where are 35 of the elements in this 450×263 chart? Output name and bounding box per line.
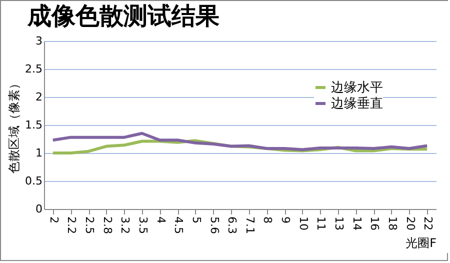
x-tick-label: 20 (404, 216, 417, 230)
x-tick-label: 4 (154, 216, 168, 224)
x-tick-label: 2 (47, 216, 60, 224)
x-tick-label: 5.6 (208, 216, 221, 234)
x-tick-label: 9 (279, 216, 292, 224)
y-tick-label: 2 (36, 90, 42, 104)
x-tick-label: 14 (350, 216, 364, 230)
line-series (51, 132, 429, 152)
x-tick-label: 11 (314, 216, 328, 230)
y-tick-label: 0.5 (25, 174, 42, 188)
x-tick-label: 5 (190, 216, 203, 224)
x-tick-label: 18 (386, 216, 399, 230)
x-tick-label: 8 (261, 216, 274, 224)
y-tick-label: 1 (36, 146, 42, 160)
x-tick-label: 7.1 (243, 216, 256, 234)
y-tick-label: 2.5 (25, 62, 42, 76)
x-tick-label: 13 (332, 216, 346, 230)
x-tick-label: 16 (368, 216, 382, 230)
x-tick-label: 4.5 (172, 216, 186, 234)
y-tick-label: 0 (36, 202, 42, 216)
y-tick-label: 1.5 (25, 118, 42, 132)
legend-label: 边缘垂直 (331, 96, 383, 112)
chart-title: 成像色散测试结果 (26, 2, 220, 30)
y-tick-label: 3 (36, 34, 42, 48)
x-tick-label: 2.5 (83, 216, 96, 234)
x-tick-label: 2.2 (65, 216, 78, 234)
x-tick-label: 3.5 (136, 216, 150, 234)
x-tick-label: 3.2 (118, 216, 132, 234)
y-axis-title: 色散区域（像素） (7, 78, 22, 174)
x-tick-label: 6.3 (226, 216, 239, 234)
x-axis-title: 光圈F (406, 236, 437, 250)
x-tick-label: 2.8 (100, 216, 114, 234)
x-tick-label: 10 (296, 216, 310, 230)
x-tick-label: 22 (422, 216, 435, 230)
legend-label: 边缘水平 (331, 80, 383, 96)
